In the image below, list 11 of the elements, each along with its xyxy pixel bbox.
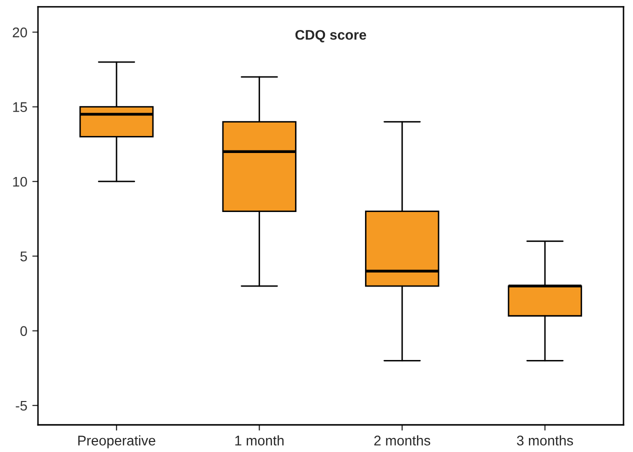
y-tick-label: -5 [16,400,27,411]
y-tick-label: 15 [13,102,27,112]
x-tick-label: 2 months [374,435,430,446]
y-tick-label: 20 [12,28,28,38]
y-tick-label: 10 [13,176,28,187]
x-tick-label: Preoperative [78,435,156,448]
x-tick-label: 1 month [235,435,284,446]
x-tick-label: 3 months [516,435,574,446]
y-tick-label: 5 [20,252,27,262]
text: CDQ score [295,30,366,42]
y-tick-label: 0 [20,326,28,336]
